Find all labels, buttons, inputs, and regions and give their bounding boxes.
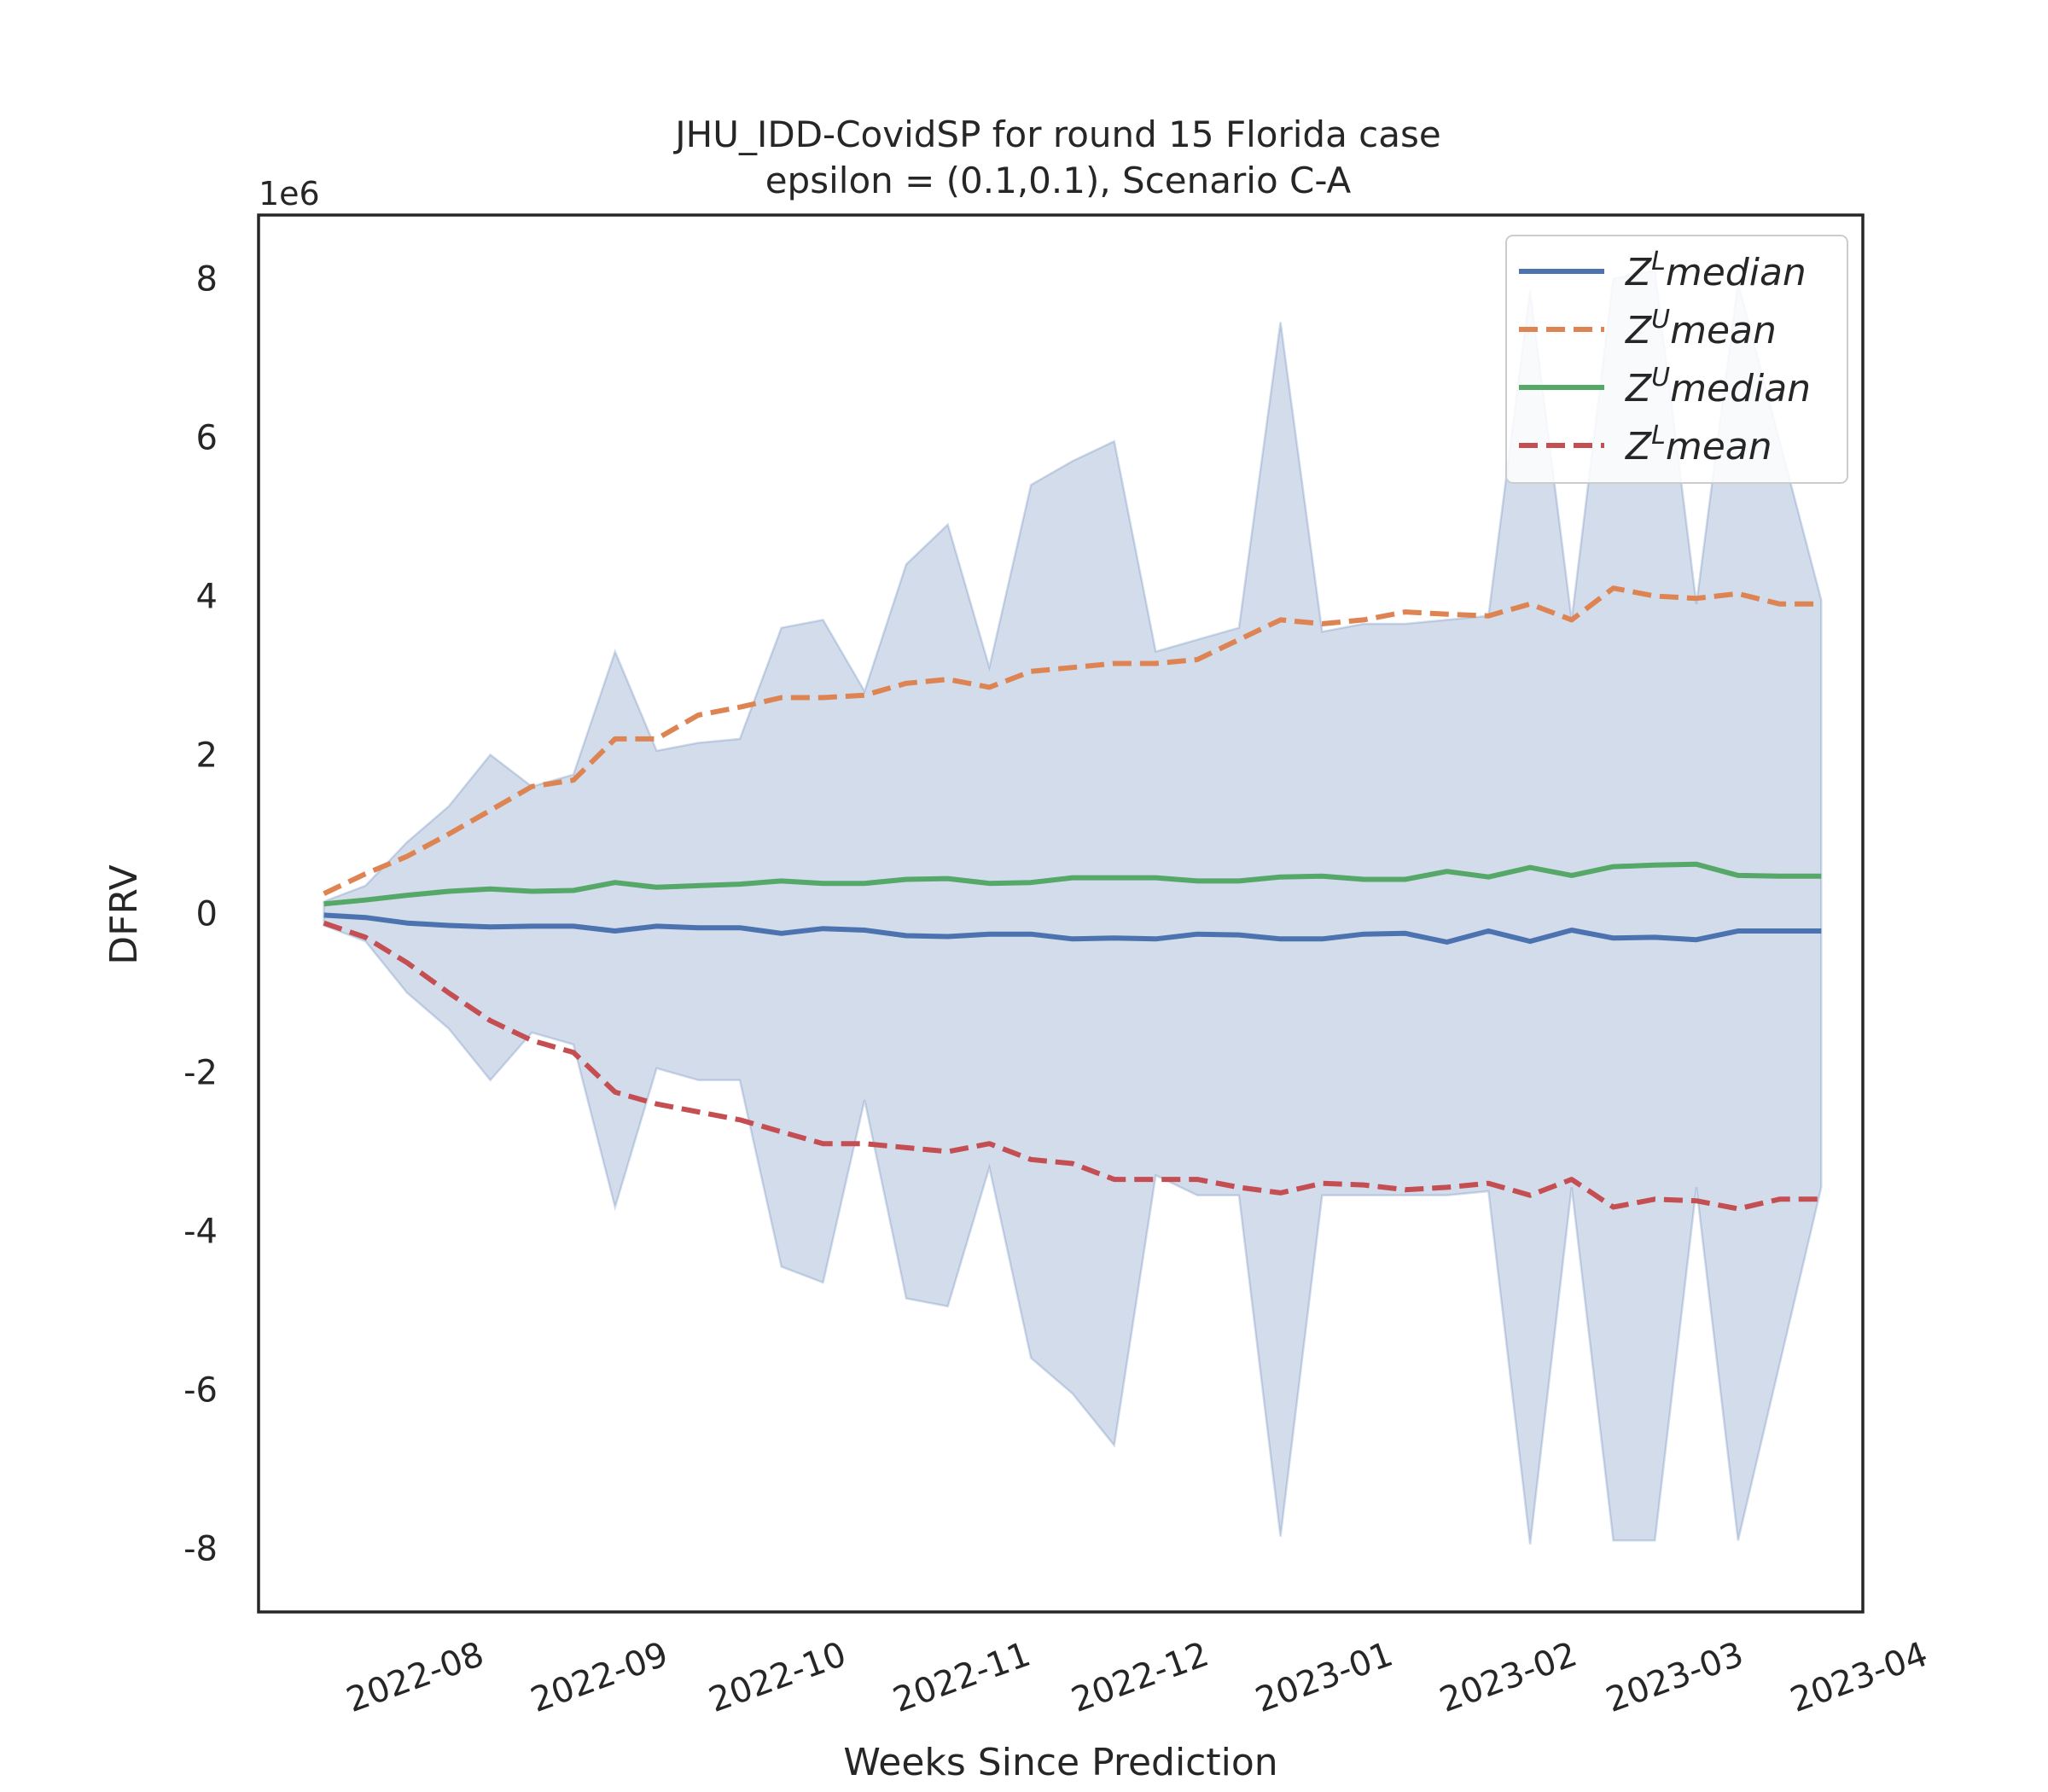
y-tick-label-7: 4 — [196, 578, 218, 617]
plot-frame — [257, 213, 1865, 1614]
y-tick-label-3: -4 — [183, 1213, 218, 1252]
y-tick-label-5: 0 — [196, 895, 218, 934]
chart-title-line2: epsilon = (0.1,0.1), Scenario C-A — [765, 160, 1352, 201]
series-line-1 — [323, 912, 1822, 945]
chart-title-line1: JHU_IDD-CovidSP for round 15 Florida cas… — [672, 113, 1440, 155]
y-tick-label-2: -6 — [183, 1371, 218, 1411]
y-axis-offset-label: 1e6 — [259, 175, 320, 212]
legend-label-3: ZUmedian — [1625, 363, 1811, 410]
y-axis-ticks: -8 -6 -4 -2 0 2 4 6 8 — [183, 259, 218, 1568]
legend-label-2: ZUmean — [1625, 305, 1777, 352]
series-line-4 — [323, 920, 1822, 1212]
y-tick-label-1: -8 — [183, 1530, 218, 1569]
legend-label-4: ZLmean — [1625, 421, 1772, 468]
y-tick-label-6: 2 — [196, 736, 218, 776]
legend-label-1: ZLmedian — [1625, 247, 1807, 294]
legend-box — [1505, 235, 1848, 484]
y-tick-label-4: -2 — [183, 1054, 218, 1093]
series-line-2 — [323, 585, 1822, 896]
y-tick-label-8: 6 — [196, 418, 218, 457]
x-axis-label: Weeks Since Prediction — [843, 1741, 1277, 1784]
y-tick-label-9: 8 — [196, 259, 218, 299]
uncertainty-band — [323, 269, 1823, 1545]
plot-area — [323, 269, 1823, 1545]
y-axis-label: DFRV — [102, 864, 146, 964]
series-line-3 — [323, 861, 1822, 907]
legend: ZLmedian ZUmean ZUmedian ZLmean — [1505, 235, 1848, 484]
